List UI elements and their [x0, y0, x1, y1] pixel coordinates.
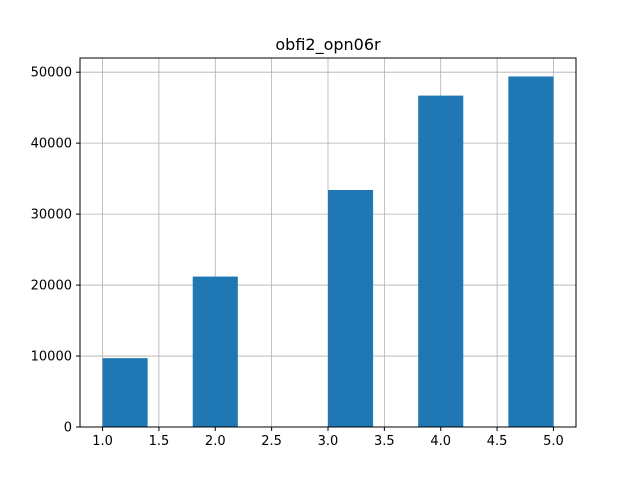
x-tick-label: 2.5 — [261, 434, 282, 449]
x-tick-label: 3.0 — [318, 434, 339, 449]
x-tick-label: 2.0 — [205, 434, 226, 449]
x-axis-ticks: 1.0 1.5 2.0 2.5 3.0 3.5 4.0 4.5 5.0 — [92, 427, 564, 449]
y-axis-ticks: 0 10000 20000 30000 40000 50000 — [31, 66, 80, 436]
x-tick-label: 3.5 — [374, 434, 395, 449]
histogram-bar — [102, 358, 148, 427]
bars — [102, 76, 554, 427]
y-tick-label: 40000 — [31, 137, 72, 152]
y-tick-label: 20000 — [31, 279, 72, 294]
histogram-bar — [418, 95, 464, 427]
x-tick-label: 5.0 — [543, 434, 564, 449]
y-tick-label: 50000 — [31, 66, 72, 81]
y-tick-label: 0 — [64, 421, 72, 436]
chart-title: obfi2_opn06r — [275, 35, 381, 55]
x-tick-label: 4.0 — [430, 434, 451, 449]
histogram-bar — [192, 276, 238, 427]
x-tick-label: 1.0 — [92, 434, 113, 449]
x-tick-label: 1.5 — [149, 434, 170, 449]
histogram-bar — [508, 76, 554, 427]
histogram-bar — [328, 189, 374, 427]
x-tick-label: 4.5 — [487, 434, 508, 449]
y-tick-label: 10000 — [31, 350, 72, 365]
y-tick-label: 30000 — [31, 208, 72, 223]
